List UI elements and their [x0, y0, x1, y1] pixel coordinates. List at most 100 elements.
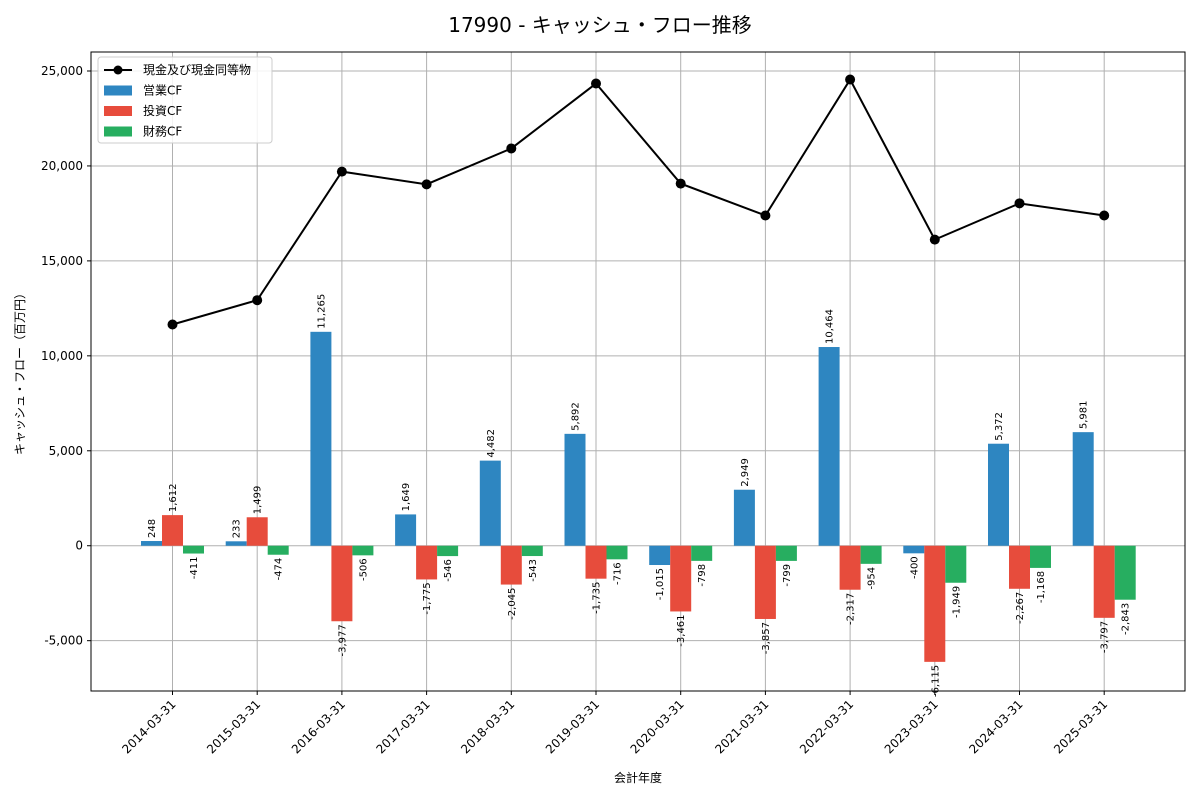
bar-2: [183, 545, 204, 554]
x-tick-label: 2021-03-31: [712, 697, 771, 756]
cash-line-point: [252, 295, 263, 306]
bar-0: [564, 433, 586, 546]
cash-line: [167, 74, 1110, 330]
bar-0: [818, 347, 840, 546]
bar-0: [903, 545, 925, 554]
bar-value-label: 2,949: [740, 458, 751, 487]
cash-line-point: [1014, 198, 1025, 209]
y-tick-label: 15,000: [41, 254, 83, 268]
bar-value-label: -799: [782, 564, 793, 587]
x-tick-label: 2017-03-31: [374, 697, 433, 756]
bar-2: [860, 545, 882, 564]
bar-1: [416, 545, 438, 580]
bar-value-label: -3,857: [761, 622, 772, 654]
y-axis: -5,000 0 5,000 10,000 15,000 20,000 25,000: [41, 64, 91, 648]
bar-0: [141, 541, 162, 546]
bar-value-label: -3,461: [676, 614, 687, 646]
bar-1: [331, 545, 353, 622]
bar-value-label: -400: [909, 556, 920, 579]
bar-value-label: -474: [274, 558, 285, 581]
bar-0: [310, 331, 332, 546]
bar-2: [606, 545, 628, 560]
bar-2: [267, 545, 289, 555]
legend-box: [97, 56, 273, 144]
bar-value-label: -411: [189, 557, 200, 580]
bar-value-label: -1,949: [951, 586, 962, 618]
legend-entry: 営業CF: [143, 84, 182, 98]
bar-value-label: 233: [232, 519, 243, 538]
bar-0: [1072, 432, 1094, 546]
x-axis-label: 会計年度: [614, 770, 662, 785]
bar-2: [1030, 545, 1051, 568]
cash-line-point: [675, 178, 686, 189]
x-tick-label: 2022-03-31: [797, 697, 856, 756]
bar-1: [670, 545, 692, 612]
bars: [141, 331, 1136, 662]
bar-value-label: -2,045: [507, 588, 518, 620]
cash-line-point: [421, 179, 432, 190]
y-tick-label: 10,000: [41, 349, 83, 363]
x-tick-label: 2024-03-31: [966, 697, 1025, 756]
cash-line-point: [336, 166, 347, 177]
bar-value-label: 11,265: [316, 294, 327, 329]
bar-value-label: -546: [443, 559, 454, 582]
y-tick-label: 5,000: [49, 444, 83, 458]
cash-line-point: [506, 143, 517, 154]
bar-value-label: -2,317: [846, 593, 857, 625]
bar-1: [1009, 545, 1030, 589]
cash-line-point: [591, 78, 601, 89]
x-axis: 2014-03-31 2015-03-31 2016-03-31 2017-03-31…: [119, 691, 1110, 756]
x-tick-label: 2018-03-31: [458, 697, 517, 756]
bar-0: [988, 443, 1009, 546]
y-axis-label: キャッシュ・フロー（百万円）: [13, 287, 27, 455]
cash-line-point: [1099, 210, 1110, 221]
bar-value-label: 1,612: [168, 483, 179, 512]
bar-1: [754, 545, 776, 619]
cash-line-point: [845, 74, 856, 85]
x-tick-label: 2015-03-31: [204, 697, 263, 756]
bar-value-label: -543: [528, 559, 539, 582]
bar-value-label: -954: [867, 567, 878, 590]
bar-1: [246, 517, 268, 546]
bar-value-label: -3,797: [1100, 621, 1111, 653]
bar-1: [924, 545, 946, 662]
bar-value-label: -798: [697, 564, 708, 587]
y-tick-label: -5,000: [44, 634, 83, 648]
x-tick-label: 2020-03-31: [628, 697, 687, 756]
bar-value-labels: 248 233 11,265 1,649 4,482 5,892 -1,015 2,949 10…: [147, 294, 1132, 697]
bar-value-label: 4,482: [486, 429, 497, 458]
bar-value-label: -2,267: [1015, 592, 1026, 624]
bar-2: [521, 545, 543, 557]
bar-0: [649, 545, 671, 566]
x-tick-label: 2014-03-31: [119, 697, 178, 756]
legend-entry: 投資CF: [143, 103, 182, 118]
bar-value-label: 1,649: [401, 483, 412, 512]
x-tick-label: 2025-03-31: [1051, 697, 1110, 756]
bar-2: [437, 545, 459, 557]
bar-value-label: 248: [147, 519, 158, 538]
legend-entry: 財務CF: [143, 124, 182, 139]
y-tick-label: 20,000: [41, 159, 83, 173]
legend-bar-swatch: [104, 85, 132, 96]
bar-value-label: -506: [358, 558, 369, 581]
chart-title: 17990 - キャッシュ・フロー推移: [448, 13, 752, 37]
bar-2: [945, 545, 967, 583]
cash-line-path: [172, 77, 1105, 326]
y-tick-label: 25,000: [41, 64, 83, 78]
bar-2: [775, 545, 797, 561]
x-tick-label: 2019-03-31: [543, 697, 602, 756]
bar-value-label: 10,464: [825, 309, 836, 344]
y-tick-label: 0: [75, 539, 83, 553]
x-tick-label: 2016-03-31: [289, 697, 348, 756]
bar-value-label: -6,115: [930, 665, 941, 697]
bar-value-label: -3,977: [337, 624, 348, 656]
bar-value-label: -1,775: [422, 582, 433, 614]
bar-value-label: 5,981: [1079, 401, 1090, 430]
bar-1: [500, 545, 522, 585]
bar-1: [1093, 545, 1115, 618]
bar-0: [479, 460, 501, 546]
bar-0: [733, 489, 755, 546]
bar-0: [225, 541, 247, 546]
plot-frame: [90, 51, 1186, 692]
